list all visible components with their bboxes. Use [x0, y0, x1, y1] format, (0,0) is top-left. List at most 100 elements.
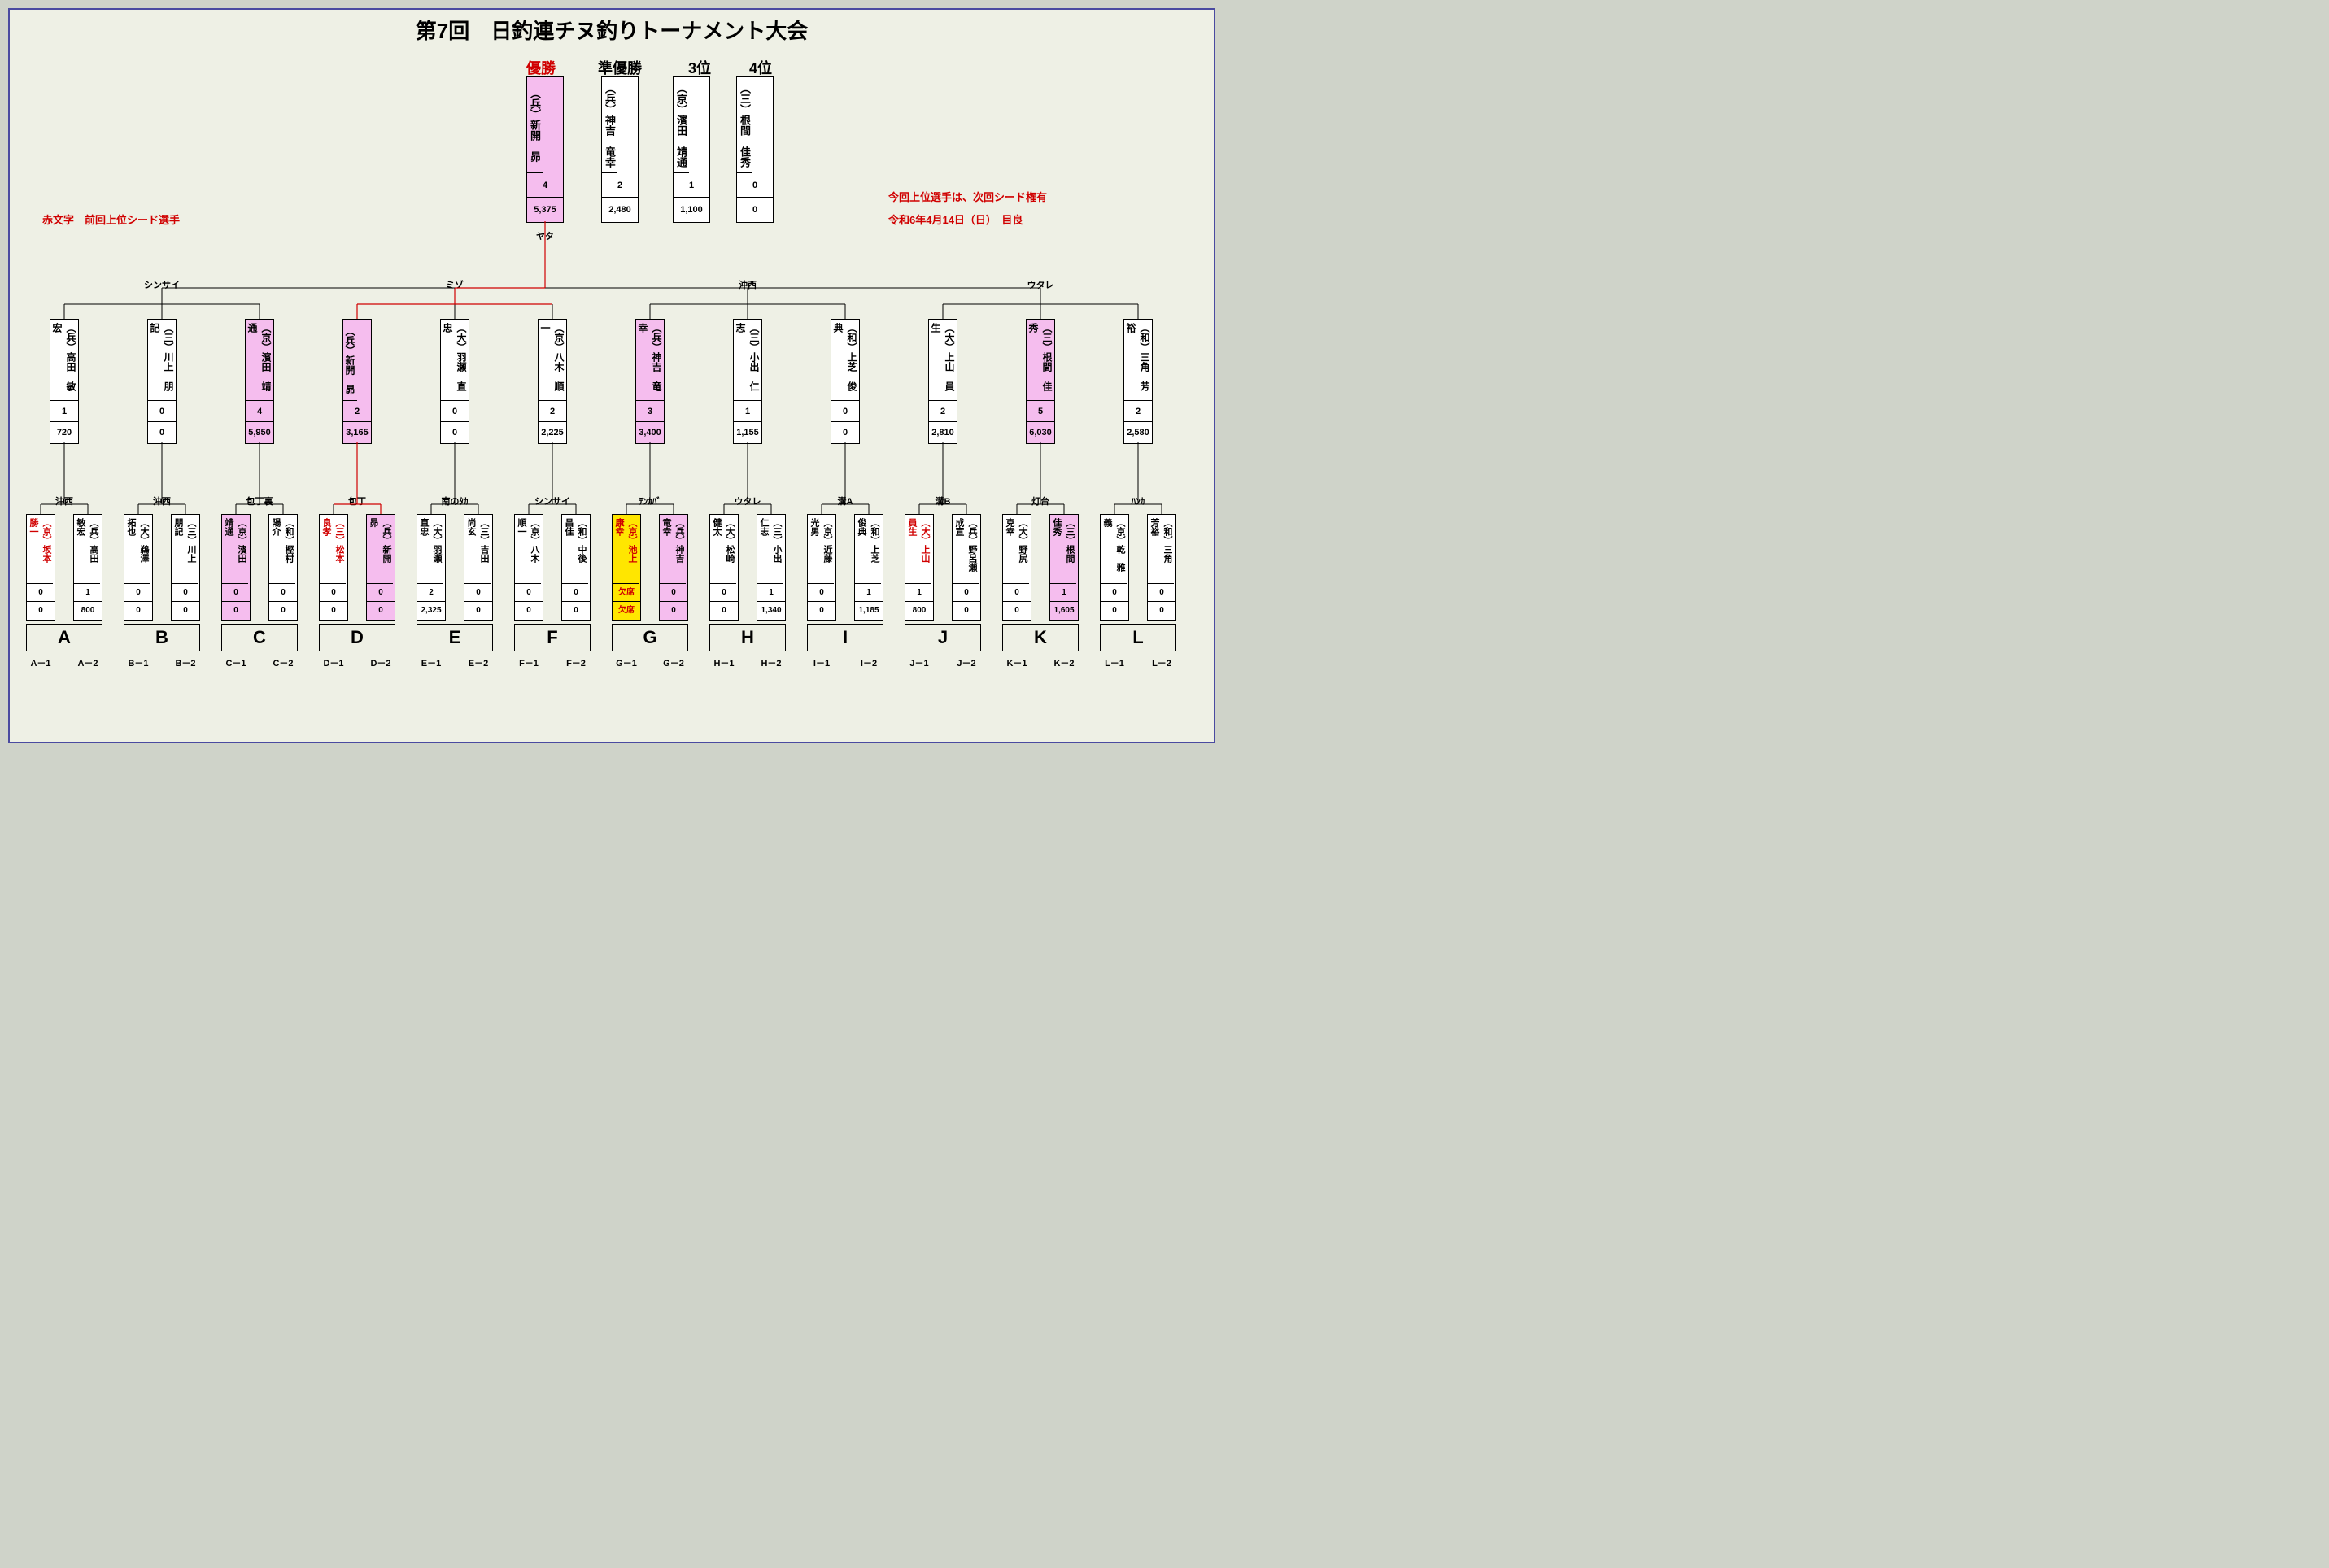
slot-label: J－1 — [901, 656, 937, 669]
group-box: C — [221, 624, 298, 651]
bottom-box: （大）鵜澤 拓也00 — [124, 514, 153, 621]
page-title: 第7回 日釣連チヌ釣りトーナメント大会 — [10, 15, 1214, 45]
loc-label: 南のﾀｶ — [422, 494, 487, 507]
slot-label: C－2 — [265, 656, 301, 669]
slot-label: H－2 — [753, 656, 789, 669]
bottom-box: （大）上山 員生1800 — [905, 514, 934, 621]
bottom-box: （京）近藤 光男00 — [807, 514, 836, 621]
bottom-box: （和）樫村 陽介00 — [268, 514, 298, 621]
loc-label: 沖西 — [715, 278, 780, 291]
bottom-box: （京）池上 康幸欠席欠席 — [612, 514, 641, 621]
mid-box: （大）上山 員生22,810 — [928, 319, 957, 444]
group-box: F — [514, 624, 591, 651]
mid-box: （京）八木 順一22,225 — [538, 319, 567, 444]
slot-label: E－2 — [460, 656, 496, 669]
slot-label: K－2 — [1046, 656, 1082, 669]
group-box: G — [612, 624, 688, 651]
slot-label: B－2 — [168, 656, 203, 669]
slot-label: L－2 — [1144, 656, 1180, 669]
rank-label: 3位 — [675, 57, 724, 78]
bottom-box: （兵）高田 敏宏1800 — [73, 514, 102, 621]
bottom-box: （和）三角 芳裕00 — [1147, 514, 1176, 621]
bottom-box: （三）吉田 尚玄00 — [464, 514, 493, 621]
loc-label: 溝A — [813, 494, 878, 507]
bottom-box: （大）野尻 克幸00 — [1002, 514, 1031, 621]
rank-label: 優勝 — [517, 57, 565, 78]
bottom-box: （京）八木 順一00 — [514, 514, 543, 621]
slot-label: B－1 — [120, 656, 156, 669]
slot-label: A－2 — [70, 656, 106, 669]
group-box: B — [124, 624, 200, 651]
final-box: （三）根間 佳秀00 — [736, 76, 774, 223]
loc-label: ミゾ — [422, 278, 487, 291]
loc-label: ﾊﾝｶ — [1106, 494, 1171, 507]
loc-label: 沖西 — [129, 494, 194, 507]
bottom-box: （大）羽瀬 直忠22,325 — [417, 514, 446, 621]
loc-label: シンサイ — [520, 494, 585, 507]
bottom-box: （京）坂本 勝一00 — [26, 514, 55, 621]
group-box: L — [1100, 624, 1176, 651]
group-box: D — [319, 624, 395, 651]
bottom-box: （大）松崎 健太00 — [709, 514, 739, 621]
bottom-box: （三）川上 朋記00 — [171, 514, 200, 621]
final-box: （京）濱田 靖通11,100 — [673, 76, 710, 223]
slot-label: G－2 — [656, 656, 691, 669]
bottom-box: （三）根間 佳秀11,605 — [1049, 514, 1079, 621]
bottom-box: （和）上芝 俊典11,185 — [854, 514, 883, 621]
mid-box: （和）三角 芳裕22,580 — [1123, 319, 1153, 444]
rank-label: 準優勝 — [595, 57, 644, 78]
slot-label: H－1 — [706, 656, 742, 669]
loc-label: 包丁 — [325, 494, 390, 507]
group-box: J — [905, 624, 981, 651]
group-box: K — [1002, 624, 1079, 651]
loc-label: 溝B — [910, 494, 975, 507]
mid-box: （三）川上 朋記00 — [147, 319, 177, 444]
slot-label: C－1 — [218, 656, 254, 669]
mid-box: （三）根間 佳秀56,030 — [1026, 319, 1055, 444]
mid-box: （大）羽瀬 直忠00 — [440, 319, 469, 444]
note: 赤文字 前回上位シード選手 — [42, 211, 180, 227]
slot-label: F－2 — [558, 656, 594, 669]
final-box: （兵）神吉 竜幸22,480 — [601, 76, 639, 223]
slot-label: I－2 — [851, 656, 887, 669]
mid-box: （兵）高田 敏宏1720 — [50, 319, 79, 444]
bottom-box: （兵）神吉 竜幸00 — [659, 514, 688, 621]
mid-box: （兵）神吉 竜幸33,400 — [635, 319, 665, 444]
bottom-box: （三）小出 仁志11,340 — [757, 514, 786, 621]
loc-label: 灯台 — [1008, 494, 1073, 507]
loc-label: シンサイ — [129, 278, 194, 291]
slot-label: E－1 — [413, 656, 449, 669]
note: 令和6年4月14日（日） 目良 — [888, 211, 1023, 227]
group-box: I — [807, 624, 883, 651]
slot-label: G－1 — [608, 656, 644, 669]
slot-label: I－1 — [804, 656, 840, 669]
bottom-box: （兵）野呂瀬 成宣00 — [952, 514, 981, 621]
group-box: E — [417, 624, 493, 651]
loc-label: ヤタ — [525, 229, 565, 242]
slot-label: A－1 — [23, 656, 59, 669]
mid-box: （兵）新開 昴23,165 — [342, 319, 372, 444]
slot-label: K－1 — [999, 656, 1035, 669]
loc-label: ﾃﾝｶﾊﾞ — [617, 494, 683, 507]
bottom-box: （京）乾 雅義00 — [1100, 514, 1129, 621]
rank-label: 4位 — [736, 57, 785, 78]
slot-label: L－1 — [1097, 656, 1132, 669]
bottom-box: （和）中後 昌佳00 — [561, 514, 591, 621]
mid-box: （京）濱田 靖通45,950 — [245, 319, 274, 444]
mid-box: （三）小出 仁志11,155 — [733, 319, 762, 444]
loc-label: 包丁裏 — [227, 494, 292, 507]
note: 今回上位選手は、次回シード権有 — [888, 189, 1047, 204]
loc-label: ウタレ — [715, 494, 780, 507]
slot-label: D－1 — [316, 656, 351, 669]
bottom-box: （三）松本 良孝00 — [319, 514, 348, 621]
group-box: A — [26, 624, 102, 651]
loc-label: ウタレ — [1008, 278, 1073, 291]
loc-label: 沖西 — [32, 494, 97, 507]
final-box: （兵）新開 昴45,375 — [526, 76, 564, 223]
slot-label: D－2 — [363, 656, 399, 669]
slot-label: F－1 — [511, 656, 547, 669]
bottom-box: （京）濱田 靖通00 — [221, 514, 251, 621]
group-box: H — [709, 624, 786, 651]
bottom-box: （兵）新開 昴00 — [366, 514, 395, 621]
slot-label: J－2 — [949, 656, 984, 669]
